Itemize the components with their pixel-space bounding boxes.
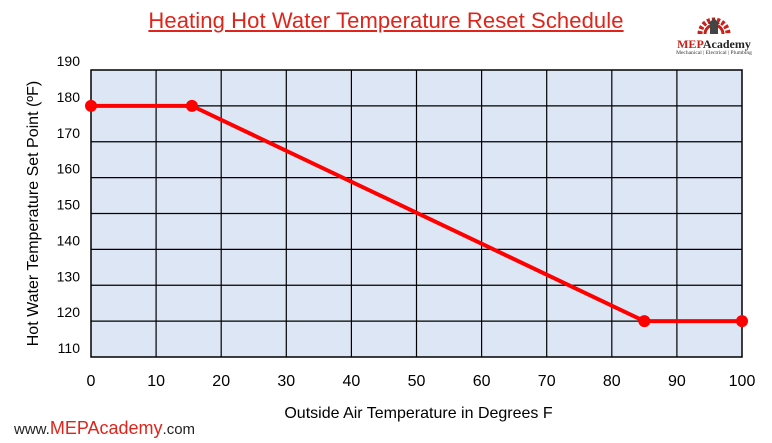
website-footer: www.MEPAcademy.com xyxy=(14,418,195,439)
y-tick-label: 140 xyxy=(57,232,81,248)
mep-academy-logo: MEPAcademy Mechanical | Electrical | Plu… xyxy=(664,8,764,64)
x-tick-label: 30 xyxy=(277,373,295,390)
x-axis: 0 10 20 30 40 50 60 70 80 90 100 xyxy=(87,373,756,390)
x-tick-label: 60 xyxy=(473,373,491,390)
y-tick-label: 180 xyxy=(57,89,81,105)
plot-frame xyxy=(90,69,743,358)
logo-name-dark: Academy xyxy=(702,37,751,51)
footer-prefix: www. xyxy=(14,421,50,438)
data-point xyxy=(736,315,748,328)
chart-title: Heating Hot Water Temperature Reset Sche… xyxy=(148,8,624,33)
gear-icon xyxy=(697,17,731,35)
x-tick-label: 90 xyxy=(668,373,686,390)
x-axis-label: Outside Air Temperature in Degrees F xyxy=(284,405,553,422)
footer-suffix: .com xyxy=(162,421,196,438)
y-tick-label: 170 xyxy=(57,125,81,141)
data-point xyxy=(638,315,651,328)
x-tick-label: 80 xyxy=(603,373,621,390)
y-tick-label: 130 xyxy=(57,268,81,284)
y-axis-label: Hot Water Temperature Set Point (ºF) xyxy=(25,81,42,347)
x-tick-label: 0 xyxy=(87,373,96,390)
y-tick-label: 150 xyxy=(57,197,81,213)
y-axis: 110 120 130 140 150 160 170 180 190 xyxy=(57,53,81,356)
y-tick-label: 160 xyxy=(57,161,81,177)
x-tick-label: 20 xyxy=(212,373,230,390)
logo-name: MEPAcademy xyxy=(664,38,764,50)
data-point xyxy=(185,99,198,112)
footer-brand: MEPAcademy xyxy=(49,418,163,438)
series xyxy=(85,99,748,328)
logo-tagline: Mechanical | Electrical | Plumbing xyxy=(676,50,752,56)
logo-name-red: MEP xyxy=(677,37,703,51)
x-tick-label: 50 xyxy=(408,373,426,390)
x-tick-label: 10 xyxy=(147,373,165,390)
y-tick-label: 110 xyxy=(58,340,81,356)
series-line xyxy=(91,103,742,324)
x-tick-label: 40 xyxy=(343,373,361,390)
x-tick-label: 70 xyxy=(538,373,556,390)
y-tick-label: 120 xyxy=(57,304,81,320)
y-tick-label: 190 xyxy=(57,53,81,69)
data-point xyxy=(85,99,97,112)
x-tick-label: 100 xyxy=(729,373,756,390)
